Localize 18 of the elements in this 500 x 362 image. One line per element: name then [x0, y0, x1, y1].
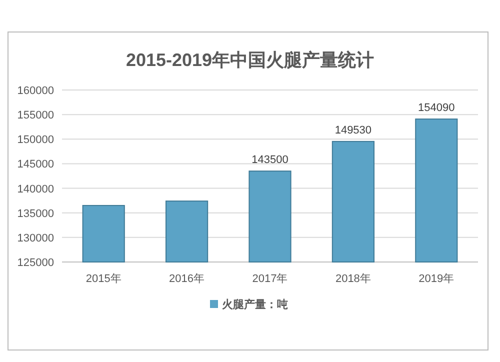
- y-tick-label: 160000: [17, 85, 54, 97]
- y-tick-label: 150000: [17, 134, 54, 146]
- x-tick-label: 2015年: [86, 273, 122, 285]
- data-label: 143500: [252, 154, 288, 166]
- x-tick-label: 2018年: [335, 273, 371, 285]
- y-tick-label: 140000: [17, 183, 54, 196]
- x-tick-label: 2016年: [169, 273, 205, 285]
- chart-title: 2015-2019年中国火腿产量统计: [126, 50, 374, 70]
- x-tick-label: 2017年: [252, 273, 288, 285]
- y-tick-label: 135000: [17, 208, 54, 220]
- y-tick-label: 130000: [17, 232, 54, 244]
- y-tick-label: 145000: [17, 158, 54, 171]
- legend-label: 火腿产量：吨: [222, 298, 288, 311]
- data-label: 149530: [334, 124, 372, 136]
- y-tick-label: 155000: [17, 110, 54, 122]
- data-label: 154090: [418, 102, 455, 114]
- y-tick-label: 125000: [17, 257, 54, 269]
- x-tick-label: 2019年: [418, 273, 454, 285]
